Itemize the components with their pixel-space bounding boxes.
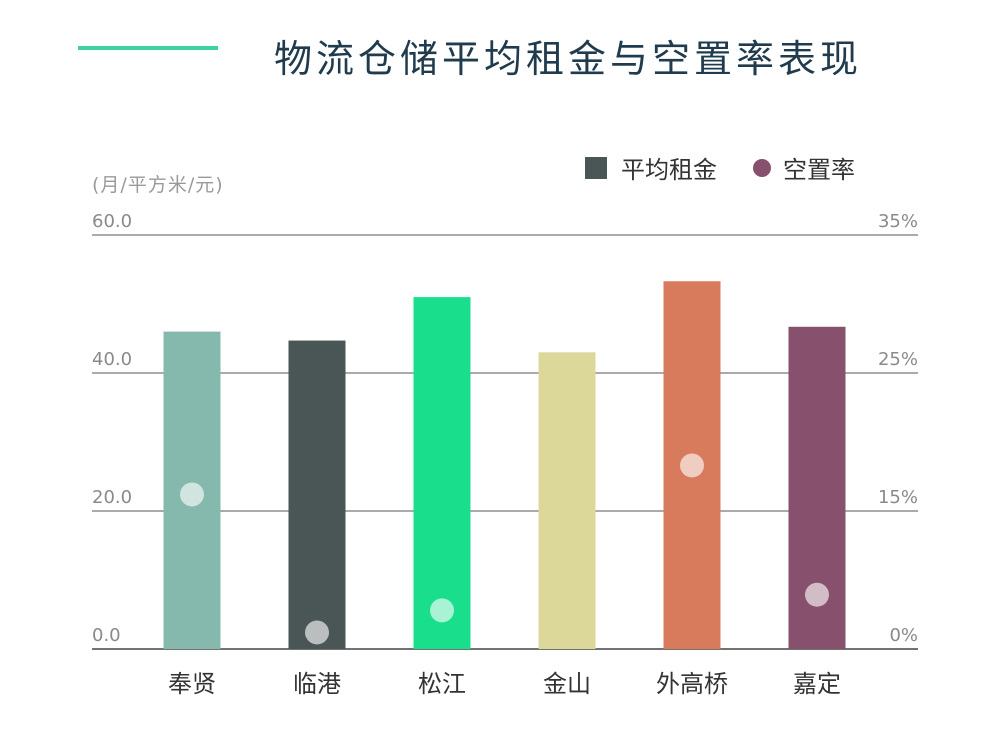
legend-vacancy-label: 空置率	[783, 156, 855, 184]
legend-rent-label: 平均租金	[621, 156, 717, 184]
legend: 平均租金 空置率	[585, 150, 891, 185]
legend-vacancy-swatch	[753, 158, 771, 177]
vacancy-dot-2	[305, 620, 329, 645]
category-label: 临港	[293, 670, 341, 698]
vacancy-dot-5	[680, 453, 704, 478]
category-label: 奉贤	[168, 670, 216, 698]
vacancy-dot-1	[180, 482, 204, 507]
bar-2	[288, 340, 346, 649]
bar-4	[538, 352, 596, 649]
legend-item-vacancy: 空置率	[753, 150, 855, 185]
legend-item-rent: 平均租金	[585, 150, 717, 185]
right-tick-label: 0%	[889, 625, 918, 646]
category-label: 嘉定	[793, 670, 841, 698]
left-tick-label: 60.0	[92, 211, 132, 232]
left-tick-label: 20.0	[92, 487, 132, 508]
right-tick-label: 35%	[878, 211, 918, 232]
right-tick-label: 15%	[878, 487, 918, 508]
vacancy-dot-4	[555, 297, 579, 322]
category-label: 外高桥	[656, 670, 728, 698]
legend-rent-swatch	[585, 156, 607, 179]
vacancy-dot-3	[430, 598, 454, 623]
bar-3	[413, 297, 471, 649]
accent-line	[78, 46, 218, 50]
left-tick-label: 0.0	[92, 625, 121, 646]
vacancy-dot-6	[805, 582, 829, 607]
left-tick-label: 40.0	[92, 349, 132, 370]
left-axis-unit: (月/平方米/元)	[92, 174, 224, 196]
category-label: 金山	[543, 670, 591, 698]
chart-title: 物流仓储平均租金与空置率表现	[274, 37, 863, 81]
category-label: 松江	[418, 670, 466, 698]
right-tick-label: 25%	[878, 349, 918, 370]
